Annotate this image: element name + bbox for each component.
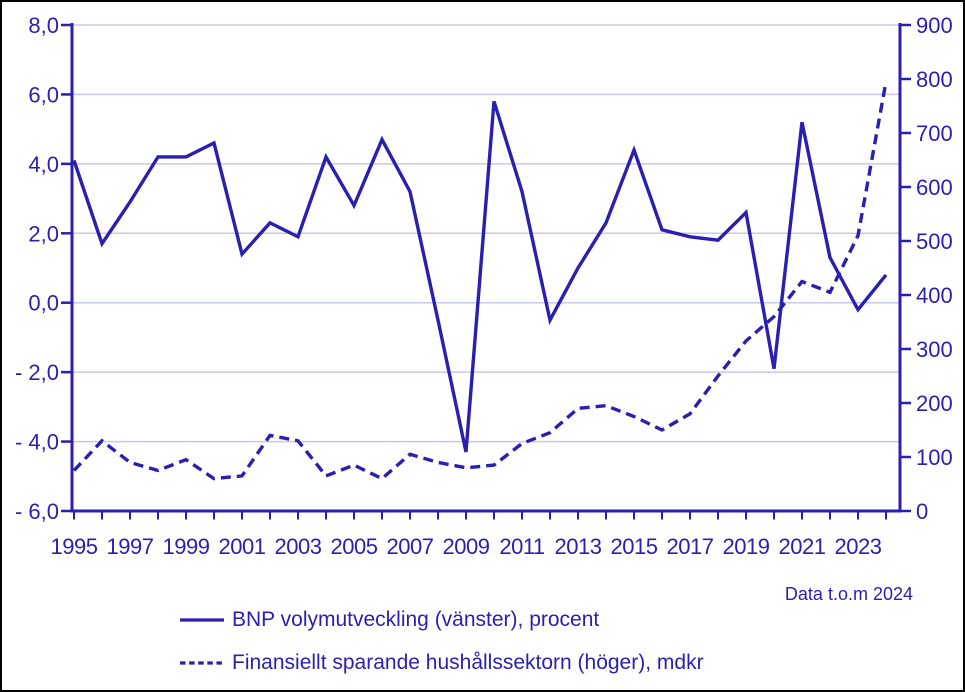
y-left-tick-label: - 4,0 [15, 430, 59, 455]
y-left-tick-label: 0,0 [28, 291, 59, 316]
x-tick-label: 2019 [723, 534, 770, 559]
y-left-tick-label: - 2,0 [15, 360, 59, 385]
x-tick-label: 2013 [555, 534, 602, 559]
y-right-tick-label: 400 [916, 283, 953, 308]
legend-label-bnp: BNP volymutveckling (vänster), procent [232, 608, 600, 631]
x-tick-label: 2021 [779, 534, 826, 559]
x-tick-label: 2017 [667, 534, 714, 559]
legend-item-sparande: Finansiellt sparande hushållssektorn (hö… [179, 651, 704, 675]
dashed-line-sample-icon [180, 661, 224, 665]
y-right-tick-label: 100 [916, 445, 953, 470]
y-right-tick-label: 500 [916, 229, 953, 254]
x-tick-label: 1997 [107, 534, 154, 559]
y-left-tick-label: 8,0 [28, 13, 59, 38]
solid-line-sample-icon [180, 618, 224, 622]
x-tick-label: 2011 [499, 534, 545, 559]
series-line-dashed [72, 81, 888, 481]
x-tick-label: 2001 [219, 534, 266, 559]
y-right-tick-label: 200 [916, 391, 953, 416]
footer-note: Data t.o.m 2024 [784, 584, 913, 604]
y-left-tick-label: - 6,0 [15, 499, 59, 524]
x-tick-label: 2003 [275, 534, 322, 559]
x-tick-label: 2009 [443, 534, 490, 559]
y-right-tick-label: 300 [916, 337, 953, 362]
x-tick-label: 2023 [835, 534, 882, 559]
y-right-tick-label: 0 [916, 499, 928, 524]
legend-label-sparande: Finansiellt sparande hushållssektorn (hö… [232, 651, 704, 674]
x-tick-label: 1995 [51, 534, 98, 559]
x-tick-label: 2005 [331, 534, 378, 559]
legend: BNP volymutveckling (vänster), procent F… [179, 608, 704, 675]
series-line-solid [72, 100, 888, 453]
y-right-tick-label: 800 [916, 67, 953, 92]
y-left-tick-label: 6,0 [28, 82, 59, 107]
y-left-tick-label: 2,0 [28, 221, 59, 246]
y-left-tick-label: 4,0 [28, 152, 59, 177]
y-right-tick-label: 900 [916, 13, 953, 38]
x-tick-label: 1999 [163, 534, 210, 559]
y-right-tick-label: 700 [916, 121, 953, 146]
legend-item-bnp: BNP volymutveckling (vänster), procent [179, 608, 704, 632]
y-right-tick-label: 600 [916, 175, 953, 200]
x-tick-label: 2015 [611, 534, 658, 559]
x-tick-label: 2007 [387, 534, 434, 559]
